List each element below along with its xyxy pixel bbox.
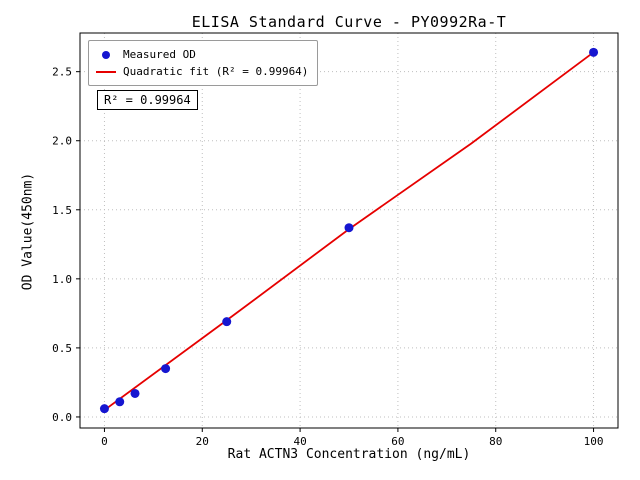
y-tick-label: 2.0 (52, 135, 72, 148)
x-tick-label: 60 (391, 435, 404, 448)
x-tick-label: 0 (101, 435, 108, 448)
r-squared-annotation: R² = 0.99964 (97, 90, 198, 110)
legend: Measured OD Quadratic fit (R² = 0.99964) (88, 40, 319, 86)
y-tick-label: 2.5 (52, 66, 72, 79)
chart-title: ELISA Standard Curve - PY0992Ra-T (191, 13, 507, 31)
measured-od-point (130, 388, 140, 398)
legend-entry-measured-od: Measured OD (96, 46, 308, 63)
plot-border (79, 32, 619, 429)
x-tick-label: 20 (196, 435, 209, 448)
y-axis-label: OD Value(450nm) (20, 172, 36, 291)
measured-od-point (222, 317, 232, 327)
measured-od-point (161, 364, 171, 374)
legend-label: Measured OD (123, 48, 196, 61)
x-axis-label: Rat ACTN3 Concentration (ng/mL) (227, 447, 471, 462)
measured-od-point (589, 47, 599, 57)
y-tick-label: 0.5 (52, 342, 72, 355)
x-tick-label: 40 (293, 435, 306, 448)
legend-label: Quadratic fit (R² = 0.99964) (123, 65, 309, 78)
y-tick-label: 1.5 (52, 204, 72, 217)
x-tick-label: 100 (584, 435, 604, 448)
measured-od-point (344, 223, 354, 233)
y-tick-label: 1.0 (52, 273, 72, 286)
measured-od-point (115, 397, 125, 407)
y-tick-label: 0.0 (52, 411, 72, 424)
blue-dot-marker-icon (102, 50, 110, 59)
measured-od-point (99, 404, 109, 414)
x-tick-label: 80 (489, 435, 502, 448)
legend-entry-quadratic-fit: Quadratic fit (R² = 0.99964) (96, 63, 308, 80)
red-line-marker-icon (96, 70, 116, 73)
